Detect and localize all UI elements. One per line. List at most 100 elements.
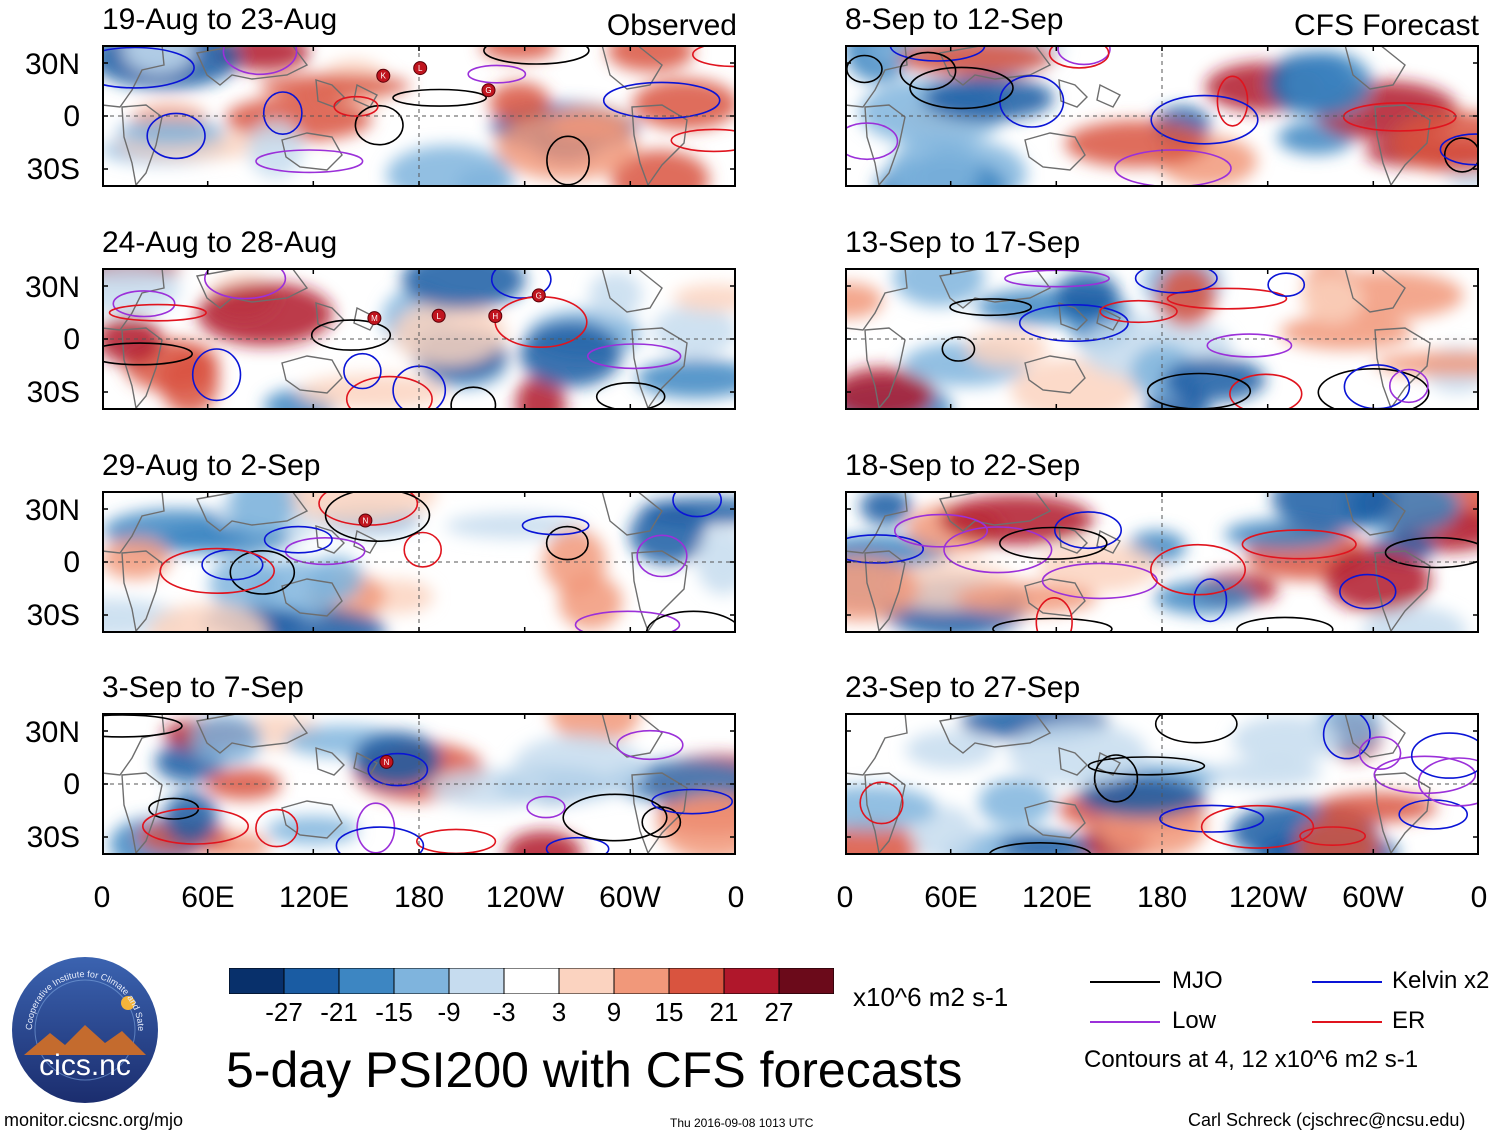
colorbar-swatch xyxy=(503,967,560,995)
map-panel-forecast-1 xyxy=(845,45,1479,187)
legend-mjo: MJO xyxy=(1172,967,1223,994)
y-label-eq: 0 xyxy=(63,546,80,579)
x-label-120w: 120W xyxy=(485,881,565,914)
x-label-120e: 120E xyxy=(1021,881,1093,914)
colorbar-swatch xyxy=(778,967,835,995)
colorbar-label: -9 xyxy=(437,997,461,1027)
x-label-120e: 120E xyxy=(278,881,350,914)
storm-marker: N xyxy=(379,754,394,769)
svg-text:G: G xyxy=(536,291,542,300)
x-label-0: 0 xyxy=(836,881,854,914)
footer-credit: Carl Schreck (cjschrec@ncsu.edu) xyxy=(1188,1110,1466,1130)
colorbar-swatch xyxy=(558,967,615,995)
colorbar-swatch xyxy=(723,967,780,995)
x-label-180: 180 xyxy=(393,881,445,914)
observed-label: Observed xyxy=(606,9,737,42)
y-label-30s: 30S xyxy=(26,599,80,632)
storm-marker: L xyxy=(431,308,446,323)
storm-marker: G xyxy=(531,288,546,303)
colorbar-label: -15 xyxy=(375,997,413,1027)
svg-text:G: G xyxy=(485,86,491,95)
svg-text:L: L xyxy=(436,312,441,321)
legend-kelvin: Kelvin x2 xyxy=(1392,967,1490,994)
panel-title-3: 29-Aug to 2-Sep xyxy=(102,449,321,482)
colorbar-swatch xyxy=(228,967,285,995)
y-label-eq: 0 xyxy=(63,323,80,356)
footer-timestamp: Thu 2016-09-08 1013 UTC xyxy=(670,1116,814,1130)
x-label-0: 0 xyxy=(1470,881,1488,914)
map-panel-observed-3: N xyxy=(102,491,736,633)
svg-text:H: H xyxy=(492,312,498,321)
x-label-120w: 120W xyxy=(1228,881,1308,914)
colorbar-label: -3 xyxy=(492,997,516,1027)
colorbar-swatch xyxy=(668,967,725,995)
svg-text:M: M xyxy=(371,314,378,323)
colorbar xyxy=(228,967,835,995)
cicsnc-logo: Cooperative Institute for Climate and Sa… xyxy=(7,947,160,1105)
colorbar-swatch xyxy=(393,967,450,995)
y-label-30n: 30N xyxy=(24,48,80,81)
map-panel-forecast-4 xyxy=(845,713,1479,855)
panel-title-1: 19-Aug to 23-Aug xyxy=(102,3,338,36)
x-label-60e: 60E xyxy=(181,881,235,914)
legend-line-low xyxy=(1090,1021,1160,1023)
logo-text: cics.nc xyxy=(39,1049,131,1082)
colorbar-label: 15 xyxy=(654,997,684,1027)
colorbar-swatch xyxy=(338,967,395,995)
y-label-30s: 30S xyxy=(26,376,80,409)
y-label-30n: 30N xyxy=(24,494,80,527)
panel-title-5: 8-Sep to 12-Sep xyxy=(845,3,1064,36)
footer-url: monitor.cicsnc.org/mjo xyxy=(4,1110,184,1130)
storm-marker: M xyxy=(367,311,382,326)
storm-marker: H xyxy=(488,309,503,323)
legend-er: ER xyxy=(1392,1007,1426,1034)
storm-marker: L xyxy=(413,61,428,76)
panel-title-8: 23-Sep to 27-Sep xyxy=(845,671,1081,704)
panel-title-2: 24-Aug to 28-Aug xyxy=(102,226,338,259)
storm-marker: N xyxy=(358,513,373,528)
panel-title-4: 3-Sep to 7-Sep xyxy=(102,671,304,704)
colorbar-label: -21 xyxy=(320,997,358,1027)
storm-marker: G xyxy=(481,83,496,98)
y-label-30s: 30S xyxy=(26,821,80,854)
colorbar-label: 21 xyxy=(709,997,739,1027)
colorbar-swatch xyxy=(613,967,670,995)
colorbar-swatch xyxy=(283,967,340,995)
storm-marker: K xyxy=(376,68,391,83)
forecast-label: CFS Forecast xyxy=(1293,9,1479,42)
svg-text:L: L xyxy=(418,64,423,73)
map-panel-observed-1: K L G xyxy=(102,45,736,187)
x-label-0: 0 xyxy=(93,881,111,914)
legend-line-er xyxy=(1312,1021,1382,1023)
x-label-60w: 60W xyxy=(599,881,661,914)
svg-text:N: N xyxy=(384,758,390,767)
y-label-30n: 30N xyxy=(24,271,80,304)
x-label-180: 180 xyxy=(1136,881,1188,914)
colorbar-label: 27 xyxy=(764,997,794,1027)
colorbar-label: 3 xyxy=(551,997,567,1027)
legend-low: Low xyxy=(1172,1007,1217,1034)
svg-text:K: K xyxy=(381,72,387,81)
y-label-30n: 30N xyxy=(24,716,80,749)
y-label-30s: 30S xyxy=(26,153,80,186)
panel-title-7: 18-Sep to 22-Sep xyxy=(845,449,1081,482)
x-label-60w: 60W xyxy=(1342,881,1404,914)
map-panel-observed-2: M L H G xyxy=(102,268,736,410)
y-label-eq: 0 xyxy=(63,768,80,801)
colorbar-label: 9 xyxy=(606,997,622,1027)
x-label-0: 0 xyxy=(727,881,745,914)
panel-title-6: 13-Sep to 17-Sep xyxy=(845,226,1081,259)
map-panel-forecast-3 xyxy=(845,491,1479,633)
legend-line-mjo xyxy=(1090,981,1160,983)
x-label-60e: 60E xyxy=(924,881,978,914)
y-label-eq: 0 xyxy=(63,100,80,133)
svg-text:N: N xyxy=(363,517,369,526)
colorbar-swatch xyxy=(448,967,505,995)
contours-note: Contours at 4, 12 x10^6 m2 s-1 xyxy=(1084,1046,1419,1073)
main-title: 5-day PSI200 with CFS forecasts xyxy=(226,1042,963,1098)
map-panel-forecast-2 xyxy=(845,268,1479,410)
colorbar-units: x10^6 m2 s-1 xyxy=(853,982,1009,1012)
colorbar-label: -27 xyxy=(265,997,303,1027)
map-panel-observed-4: N xyxy=(102,713,736,855)
legend-line-kelvin xyxy=(1312,981,1382,983)
